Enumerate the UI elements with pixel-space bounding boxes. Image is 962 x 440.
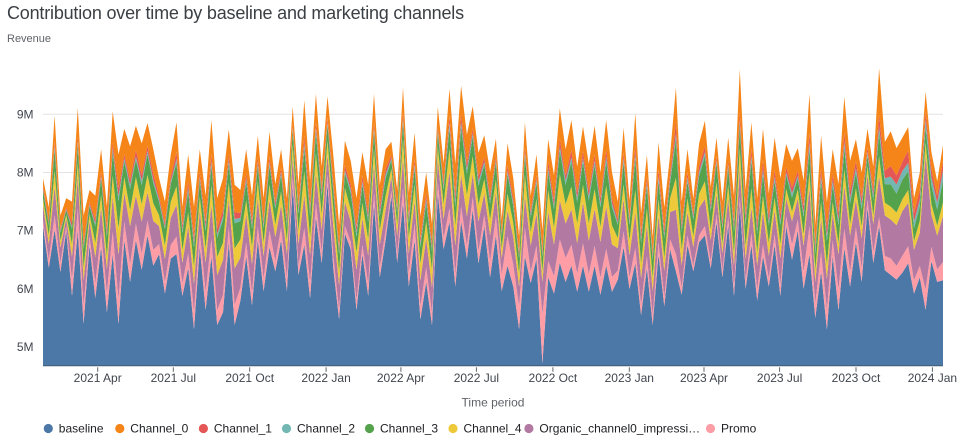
svg-text:Organic_channel0_impressi…: Organic_channel0_impressi…: [539, 422, 700, 436]
svg-text:baseline: baseline: [59, 422, 104, 436]
svg-text:Contribution over time by base: Contribution over time by baseline and m…: [7, 3, 464, 23]
svg-text:2021 Jul: 2021 Jul: [151, 371, 196, 385]
svg-text:2024 Jan: 2024 Jan: [908, 371, 957, 385]
svg-text:2022 Apr: 2022 Apr: [377, 371, 425, 385]
svg-text:Channel_0: Channel_0: [130, 422, 188, 436]
svg-text:2021 Oct: 2021 Oct: [225, 371, 274, 385]
svg-text:2023 Apr: 2023 Apr: [680, 371, 728, 385]
svg-text:Time period: Time period: [462, 396, 525, 410]
svg-text:Revenue: Revenue: [7, 33, 51, 45]
svg-text:2023 Jul: 2023 Jul: [757, 371, 802, 385]
svg-text:2022 Oct: 2022 Oct: [529, 371, 578, 385]
svg-text:2022 Jul: 2022 Jul: [454, 371, 499, 385]
svg-text:6M: 6M: [17, 282, 34, 296]
svg-text:Channel_4: Channel_4: [464, 422, 522, 436]
svg-text:2023 Oct: 2023 Oct: [832, 371, 881, 385]
svg-text:2023 Jan: 2023 Jan: [605, 371, 654, 385]
svg-text:Promo: Promo: [721, 422, 757, 436]
svg-text:9M: 9M: [17, 107, 34, 121]
svg-text:2021 Apr: 2021 Apr: [74, 371, 122, 385]
svg-text:2022 Jan: 2022 Jan: [301, 371, 350, 385]
svg-text:Channel_1: Channel_1: [214, 422, 272, 436]
svg-text:Channel_2: Channel_2: [297, 422, 355, 436]
svg-text:8M: 8M: [17, 166, 34, 180]
svg-text:Channel_3: Channel_3: [380, 422, 438, 436]
svg-text:5M: 5M: [17, 340, 34, 354]
svg-text:7M: 7M: [17, 224, 34, 238]
